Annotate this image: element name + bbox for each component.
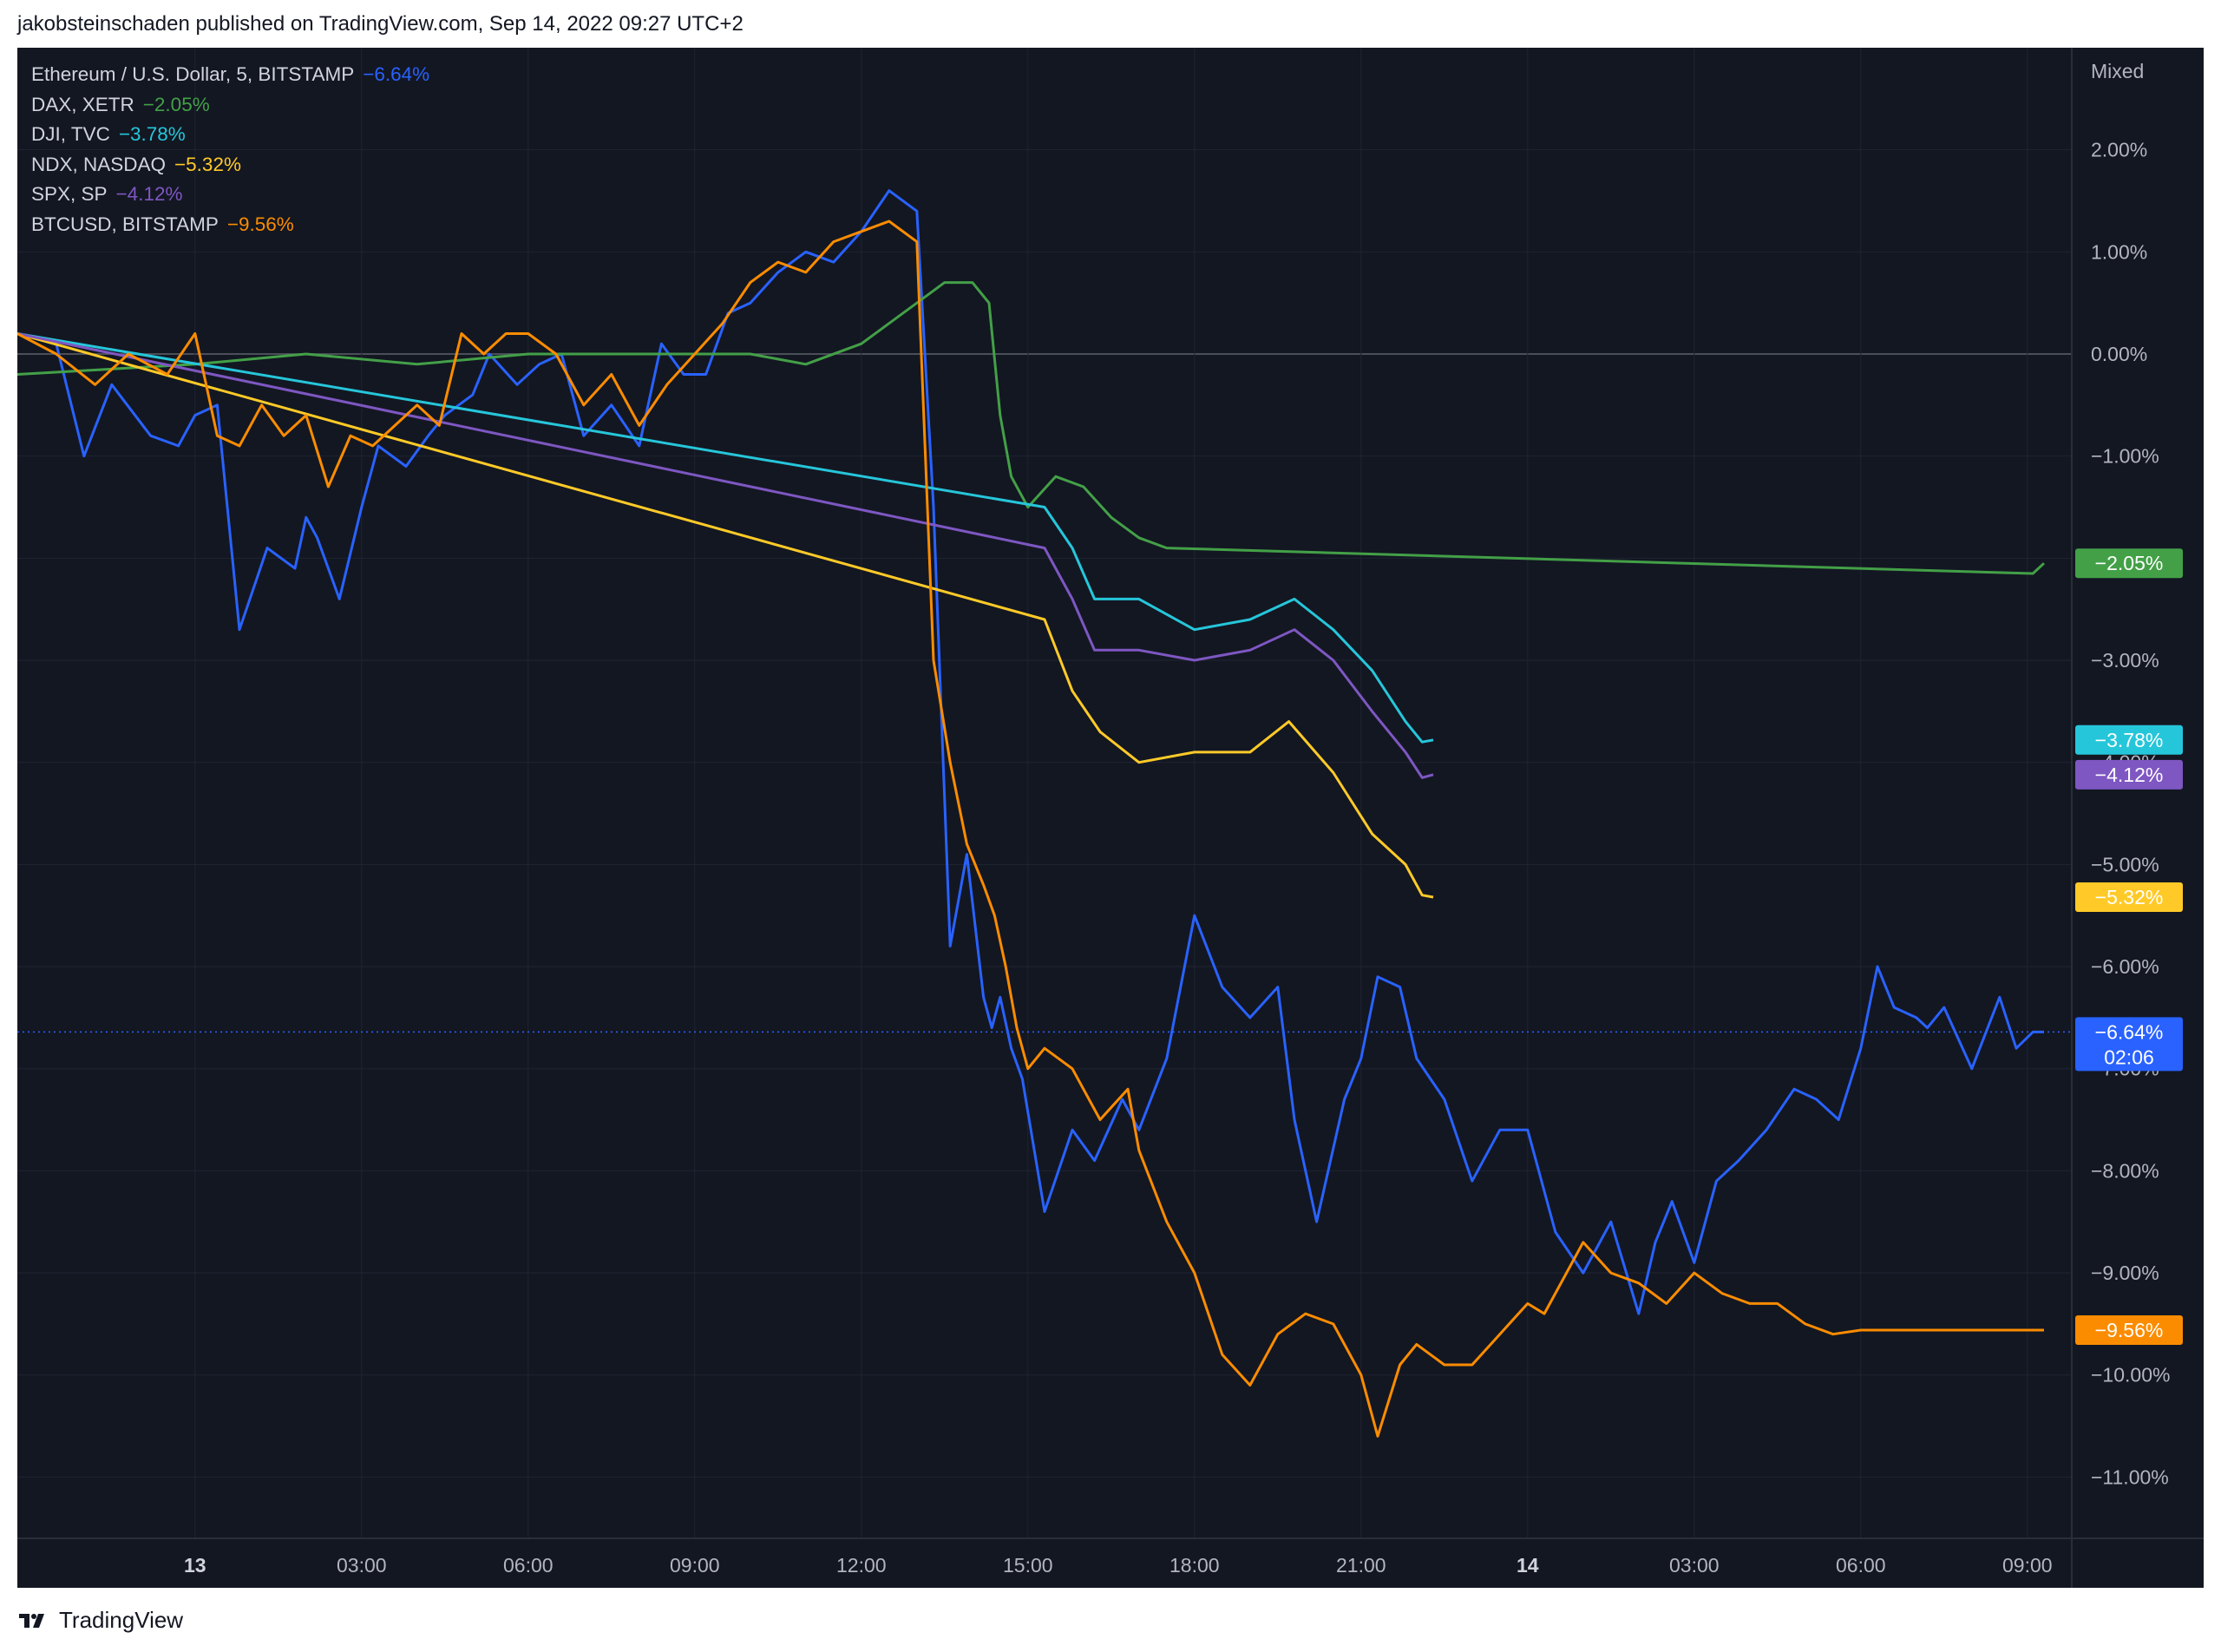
- price-axis-badge-label: −2.05%: [2095, 552, 2164, 574]
- price-axis-badge: [2075, 882, 2183, 913]
- legend-series-name: Ethereum / U.S. Dollar, 5, BITSTAMP: [31, 63, 355, 85]
- chart-svg[interactable]: 2.00%1.00%0.00%−1.00%−2.00%−3.00%−4.00%−…: [17, 48, 2204, 1588]
- legend-series-name: SPX, SP: [31, 183, 108, 205]
- x-tick-label: 12:00: [836, 1554, 887, 1577]
- x-tick-label: 09:00: [2002, 1554, 2053, 1577]
- series-line-1: [17, 281, 2046, 575]
- x-tick-label: 14: [1517, 1554, 1539, 1577]
- legend-series-name: BTCUSD, BITSTAMP: [31, 213, 219, 235]
- legend-series-change: −9.56%: [226, 213, 294, 235]
- series-legend: Ethereum / U.S. Dollar, 5, BITSTAMP −6.64…: [31, 60, 429, 239]
- y-tick-label: −9.00%: [2091, 1262, 2159, 1284]
- y-tick-label: −10.00%: [2091, 1364, 2170, 1386]
- series-line-0: [17, 189, 2044, 1315]
- y-tick-label: 2.00%: [2091, 139, 2147, 161]
- x-tick-label: 15:00: [1003, 1554, 1053, 1577]
- legend-series-name: NDX, NASDAQ: [31, 153, 167, 175]
- y-tick-label: −1.00%: [2091, 445, 2159, 468]
- y-tick-label: 1.00%: [2091, 240, 2147, 263]
- footer-brand-label: TradingView: [59, 1607, 184, 1633]
- legend-series-change: −5.32%: [174, 153, 241, 175]
- legend-series-change: −4.12%: [115, 183, 183, 205]
- legend-entry[interactable]: SPX, SP −4.12%: [31, 180, 429, 210]
- legend-entry[interactable]: Ethereum / U.S. Dollar, 5, BITSTAMP −6.64…: [31, 60, 429, 90]
- series-line-5: [17, 220, 2044, 1438]
- legend-series-change: −3.78%: [118, 123, 186, 145]
- footer-brand: TradingView: [17, 1607, 183, 1634]
- price-axis-badge-label: −5.32%: [2095, 886, 2164, 908]
- series-line-3: [17, 332, 1434, 899]
- x-tick-label: 21:00: [1336, 1554, 1386, 1577]
- series-line-4: [17, 332, 1434, 779]
- legend-entry[interactable]: BTCUSD, BITSTAMP −9.56%: [31, 210, 429, 240]
- scale-mode-label: Mixed: [2091, 60, 2144, 82]
- y-tick-label: −5.00%: [2091, 853, 2159, 875]
- price-axis-badge: [2075, 724, 2183, 755]
- legend-series-name: DJI, TVC: [31, 123, 110, 145]
- price-axis-badge-label: −3.78%: [2095, 729, 2164, 751]
- price-axis-badge: [2075, 1017, 2183, 1072]
- x-tick-label: 06:00: [503, 1554, 554, 1577]
- price-axis-badge: [2075, 548, 2183, 579]
- legend-entry[interactable]: DAX, XETR −2.05%: [31, 90, 429, 121]
- x-tick-label: 18:00: [1169, 1554, 1220, 1577]
- legend-entry[interactable]: DJI, TVC −3.78%: [31, 120, 429, 150]
- x-tick-label: 13: [184, 1554, 206, 1577]
- price-axis-badge-label: −6.64%: [2095, 1020, 2164, 1043]
- series-line-2: [17, 332, 1434, 744]
- legend-series-change: −6.64%: [363, 63, 430, 85]
- legend-entry[interactable]: NDX, NASDAQ −5.32%: [31, 150, 429, 180]
- price-axis-badge: [2075, 759, 2183, 790]
- x-tick-label: 09:00: [670, 1554, 720, 1577]
- y-tick-label: −3.00%: [2091, 649, 2159, 672]
- x-tick-label: 03:00: [1669, 1554, 1720, 1577]
- countdown-label: 02:06: [2104, 1046, 2154, 1068]
- tradingview-logo-icon: [19, 1613, 44, 1628]
- chart-area[interactable]: 2.00%1.00%0.00%−1.00%−2.00%−3.00%−4.00%−…: [17, 48, 2204, 1588]
- y-tick-label: 0.00%: [2091, 343, 2147, 365]
- publisher-header: jakobsteinschaden published on TradingVi…: [17, 12, 744, 36]
- x-tick-label: 03:00: [337, 1554, 387, 1577]
- legend-series-name: DAX, XETR: [31, 93, 134, 115]
- price-axis-badge: [2075, 1314, 2183, 1345]
- legend-series-change: −2.05%: [142, 93, 210, 115]
- x-tick-label: 06:00: [1836, 1554, 1886, 1577]
- y-tick-label: −8.00%: [2091, 1159, 2159, 1182]
- price-axis-badge-label: −4.12%: [2095, 764, 2164, 786]
- y-tick-label: −11.00%: [2091, 1465, 2169, 1488]
- y-tick-label: −6.00%: [2091, 955, 2159, 978]
- price-axis-badge-label: −9.56%: [2095, 1319, 2164, 1341]
